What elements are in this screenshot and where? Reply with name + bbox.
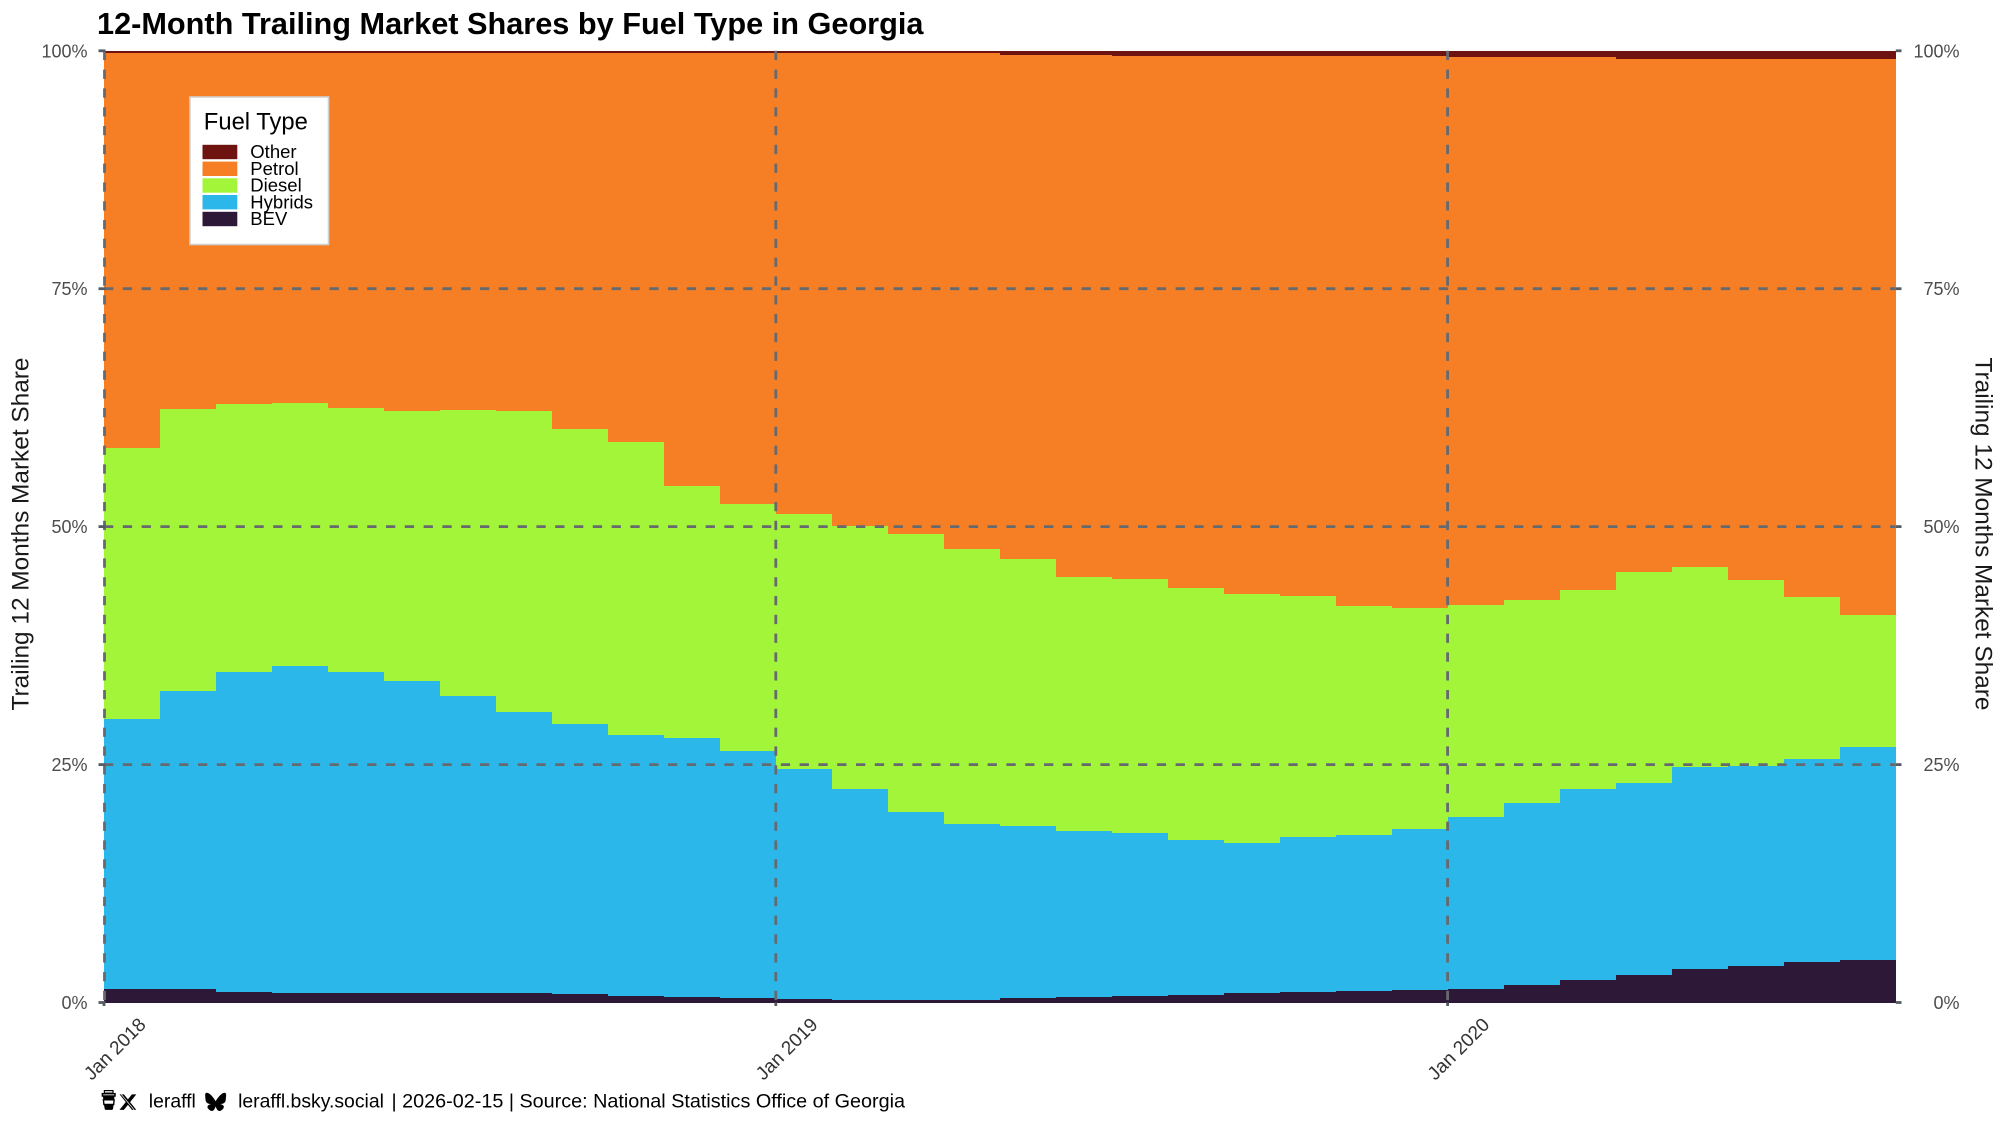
svg-text:Trailing 12 Months Market Shar: Trailing 12 Months Market Share — [8, 358, 35, 711]
svg-text:25%: 25% — [1923, 755, 1959, 775]
svg-text:BEV: BEV — [250, 208, 288, 229]
svg-text:Other: Other — [250, 141, 296, 162]
svg-text:100%: 100% — [41, 41, 87, 61]
svg-text:75%: 75% — [1923, 279, 1959, 299]
svg-text:100%: 100% — [1913, 41, 1959, 61]
svg-text:50%: 50% — [51, 517, 87, 537]
svg-text:Petrol: Petrol — [250, 158, 298, 179]
svg-text:Diesel: Diesel — [250, 175, 301, 196]
svg-text:| 2026-02-15 | Source: Nationa: | 2026-02-15 | Source: National Statisti… — [392, 1091, 906, 1113]
svg-text:25%: 25% — [51, 755, 87, 775]
svg-text:0%: 0% — [1933, 993, 1959, 1013]
svg-text:0%: 0% — [61, 993, 87, 1013]
svg-text:50%: 50% — [1923, 517, 1959, 537]
svg-text:leraffl: leraffl — [149, 1091, 196, 1113]
svg-text:Trailing 12 Months Market Shar: Trailing 12 Months Market Share — [1970, 358, 1997, 711]
svg-text:Fuel Type: Fuel Type — [204, 108, 308, 135]
svg-text:Hybrids: Hybrids — [250, 191, 313, 212]
svg-text:12-Month Trailing Market Share: 12-Month Trailing Market Shares by Fuel … — [97, 6, 924, 41]
svg-text:leraffl.bsky.social: leraffl.bsky.social — [238, 1091, 384, 1113]
svg-text:75%: 75% — [51, 279, 87, 299]
